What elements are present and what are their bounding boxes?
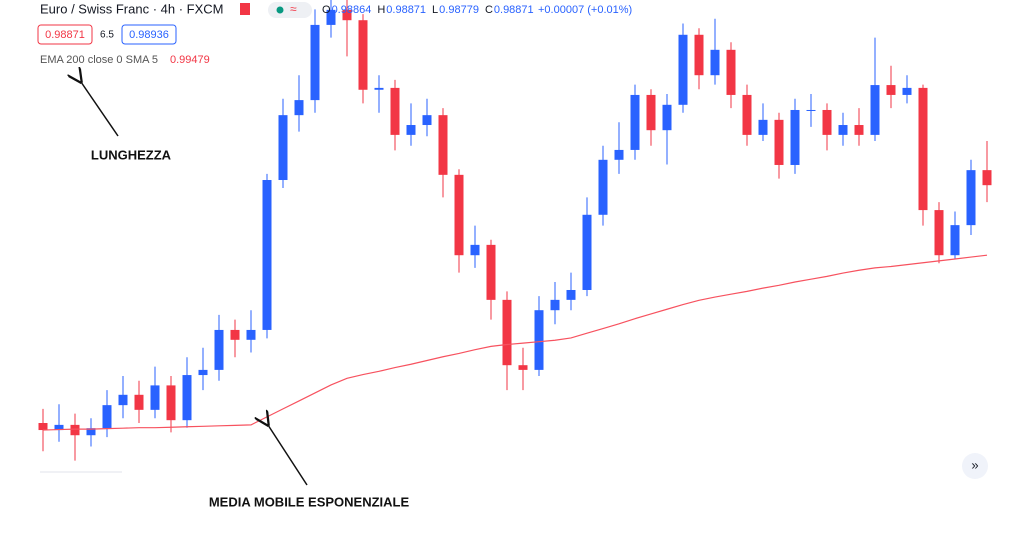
candle-body <box>566 289 576 300</box>
candle-body <box>774 119 784 165</box>
candle-body <box>86 428 96 436</box>
candle-body <box>630 94 640 150</box>
candle-body <box>390 87 400 135</box>
candle-body <box>534 310 544 370</box>
candle-body <box>966 170 976 226</box>
scroll-icon[interactable]: » <box>971 457 978 472</box>
candle-body <box>406 125 416 135</box>
candle-body <box>870 85 880 135</box>
candle-body <box>182 375 192 421</box>
candle-body <box>790 109 800 165</box>
candle-body <box>214 329 224 370</box>
candle-body <box>518 365 528 370</box>
ohlc-value: 0.98871 <box>386 4 426 16</box>
candle-body <box>278 115 288 181</box>
arrow <box>81 82 119 137</box>
plot-area <box>38 0 992 461</box>
candle-body <box>918 87 928 211</box>
candle-body <box>502 299 512 366</box>
change: +0.00007 (+0.01%) <box>538 4 632 16</box>
candle-body <box>742 94 752 135</box>
candle-body <box>902 87 912 95</box>
candle-body <box>38 423 48 431</box>
symbol-title: Euro / Swiss Franc · 4h · FXCM <box>40 1 223 16</box>
ohlc-key: H <box>377 4 385 16</box>
ema-line <box>42 254 988 431</box>
candle-body <box>358 20 368 90</box>
candle-body <box>454 174 464 256</box>
candle-body <box>438 115 448 175</box>
candle-body <box>486 244 496 300</box>
candle-body <box>598 159 608 215</box>
arrow <box>268 425 308 486</box>
scroll-button[interactable] <box>962 453 988 479</box>
candle-body <box>614 149 624 160</box>
indicator-label: EMA 200 close 0 SMA 5 <box>40 54 158 66</box>
candle-body <box>854 125 864 135</box>
candle-body <box>710 49 720 76</box>
ohlc-values: O 0.98864 H 0.98871 L 0.98779 C 0.98871 <box>322 4 534 16</box>
ohlc-value: 0.98864 <box>332 4 372 16</box>
ohlc-key: O <box>322 4 331 16</box>
candle-body <box>150 385 160 410</box>
candle-body <box>646 94 656 131</box>
candle-body <box>758 119 768 135</box>
ohlc-value: 0.98779 <box>439 4 479 16</box>
status-icon: ≈ <box>290 2 297 16</box>
sell-price[interactable]: 0.98871 <box>45 29 85 41</box>
candle-body <box>550 299 560 311</box>
candle-body <box>806 109 816 111</box>
candle-body <box>342 9 352 21</box>
candle-body <box>246 329 256 340</box>
candle-body <box>326 9 336 25</box>
candle-body <box>102 405 112 429</box>
candle-body <box>70 424 80 436</box>
header: Euro / Swiss Franc · 4h · FXCM ≈ O 0.9886… <box>37 1 632 66</box>
candle-body <box>982 170 992 186</box>
candle-body <box>662 104 672 131</box>
candle-body <box>838 125 848 135</box>
candle-body <box>198 369 208 376</box>
buy-price[interactable]: 0.98936 <box>129 29 169 41</box>
candle-body <box>678 34 688 105</box>
flag-icon <box>240 3 250 15</box>
spread: 6.5 <box>100 30 114 41</box>
candle-body <box>310 24 320 101</box>
candle-body <box>374 87 384 90</box>
buy-button[interactable] <box>121 24 177 45</box>
candle-body <box>422 115 432 126</box>
annotation: LUNGHEZZA <box>91 147 172 162</box>
candle-body <box>950 225 960 256</box>
ohlc-key: L <box>432 4 438 16</box>
candle-body <box>934 210 944 256</box>
candle-body <box>230 329 240 340</box>
ohlc-value: 0.98871 <box>494 4 534 16</box>
candle-body <box>118 394 128 406</box>
ohlc-key: C <box>485 4 493 16</box>
candle-body <box>694 34 704 76</box>
status-pill <box>268 2 312 18</box>
candle-body <box>582 214 592 290</box>
sell-button[interactable] <box>37 24 93 45</box>
candle-body <box>54 424 64 431</box>
annotation: MEDIA MOBILE ESPONENZIALE <box>209 494 410 509</box>
candle-body <box>166 385 176 421</box>
candle-body <box>470 244 480 256</box>
candle-body <box>134 394 144 410</box>
candle-body <box>822 109 832 135</box>
candle-body <box>726 49 736 95</box>
candle-body <box>886 85 896 95</box>
status-dot <box>276 6 284 14</box>
indicator-value: 0.99479 <box>170 54 210 66</box>
candle-body <box>294 100 304 116</box>
candle-body <box>262 180 272 330</box>
